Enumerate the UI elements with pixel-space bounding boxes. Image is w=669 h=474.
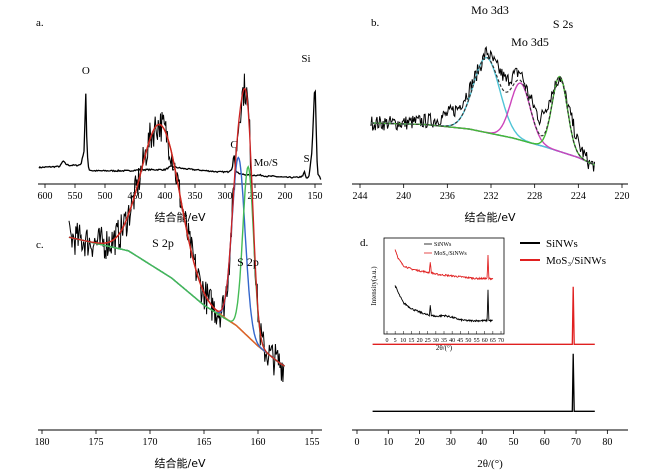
inset-tick-label: 35 — [441, 338, 447, 344]
panel-a-tick-label: 250 — [248, 191, 263, 202]
inset-series-1 — [394, 249, 494, 281]
panel-d-series-2 — [372, 353, 595, 412]
panel-c-label: c. — [36, 239, 44, 251]
panel-b-fit-1 — [370, 56, 595, 166]
panel-c-fit-3 — [68, 165, 285, 367]
panel-d-tick-label: 70 — [571, 437, 581, 448]
inset-series-2 — [394, 285, 493, 323]
panel-d-tick-label: 50 — [508, 437, 518, 448]
panel-d-tick-label: 40 — [477, 437, 487, 448]
panel-a-tick-label: 400 — [158, 191, 173, 202]
panel-c-tick-label: 155 — [305, 437, 320, 448]
panel-b-peak-label: S 2s — [553, 17, 574, 31]
panel-a-tick-label: 300 — [218, 191, 233, 202]
panel-a-tick-label: 550 — [68, 191, 83, 202]
panel-b-raw-data — [370, 45, 595, 172]
panel-a-peak-label: Si — [301, 53, 310, 65]
panel-d-tick-label: 60 — [540, 437, 550, 448]
inset-legend-label: SiNWs — [434, 242, 452, 248]
panel-a-peak-label: C — [230, 139, 237, 151]
inset-xlabel: 2θ/(°) — [436, 344, 453, 352]
panel-b-background — [370, 122, 595, 166]
inset-tick-label: 65 — [490, 338, 496, 344]
inset-tick-label: 40 — [449, 338, 455, 344]
inset-tick-label: 30 — [433, 338, 439, 344]
panel-a-tick-label: 500 — [98, 191, 113, 202]
panel-c-tick-label: 165 — [197, 437, 212, 448]
panel-b-tick-label: 228 — [527, 191, 542, 202]
panel-a-peak-label: O — [82, 65, 90, 77]
panel-a: a. 600 550 500 450 400 350 300 250 200 150 OCMo/S… — [36, 17, 323, 224]
panel-a-peak-label: S — [304, 153, 310, 165]
inset-tick-label: 55 — [474, 338, 480, 344]
panel-b-tick-label: 244 — [353, 191, 368, 202]
panel-d-tick-label: 30 — [446, 437, 456, 448]
panel-c-tick-label: 180 — [35, 437, 50, 448]
inset-tick-label: 15 — [408, 338, 414, 344]
inset-tick-label: 5 — [394, 338, 397, 344]
panel-b-label: b. — [371, 17, 380, 29]
inset-tick-label: 25 — [425, 338, 431, 344]
panel-c-envelope — [68, 87, 285, 367]
panel-d-inset: 0 5 10 15 20 25 30 35 40 45 50 55 60 65 70 SiNWs MoS₃/S… — [370, 237, 505, 352]
panel-d-tick-label: 20 — [415, 437, 425, 448]
panel-a-xlabel: 结合能/eV — [155, 210, 206, 224]
panel-c-peak-label: S 2p — [152, 236, 174, 250]
panel-a-peak-label: Mo/S — [254, 157, 278, 169]
inset-tick-label: 60 — [482, 338, 488, 344]
panel-d-series-1 — [372, 286, 595, 345]
panel-b-tick-label: 220 — [615, 191, 630, 202]
legend-label: MoS₃/SiNWs — [546, 255, 606, 267]
panel-b-tick-label: 224 — [571, 191, 586, 202]
inset-legend-label: MoS₃/SiNWs — [434, 251, 467, 257]
inset-tick-label: 50 — [465, 338, 471, 344]
panel-c-fit-1 — [68, 123, 285, 367]
panel-d-tick-label: 80 — [602, 437, 612, 448]
inset-tick-label: 70 — [498, 338, 504, 344]
panel-c-tick-label: 175 — [89, 437, 104, 448]
panel-b-peak-label: Mo 3d5 — [511, 35, 549, 49]
panel-d-xlabel: 2θ/(°) — [477, 458, 503, 470]
inset-tick-label: 0 — [386, 338, 389, 344]
inset-tick-label: 10 — [400, 338, 406, 344]
inset-ylabel: Intensity(a.u.) — [370, 266, 378, 306]
panel-b: b. 244 240 236 232 228 224 220 Mo 3d3 Mo 3d5 S 2… — [352, 3, 630, 224]
panel-b-envelope — [370, 56, 595, 166]
panel-d-label: d. — [360, 237, 369, 249]
panel-c-peak-label: S 2p — [237, 255, 259, 269]
panel-a-label: a. — [36, 17, 44, 29]
panel-b-xlabel: 结合能/eV — [465, 210, 516, 224]
panel-b-tick-label: 236 — [440, 191, 455, 202]
panel-a-tick-label: 350 — [188, 191, 203, 202]
panel-c-tick-label: 160 — [251, 437, 266, 448]
inset-tick-label: 20 — [417, 338, 423, 344]
panel-d-tick-label: 0 — [355, 437, 360, 448]
panel-a-tick-label: 200 — [278, 191, 293, 202]
panel-d-tick-label: 10 — [383, 437, 393, 448]
panel-c-raw-data — [68, 73, 285, 383]
panel-c: c. 180 175 170 165 160 155 S 2p S 2p 结合能/eV — [35, 73, 322, 470]
panel-b-tick-label: 232 — [484, 191, 499, 202]
panel-a-spectrum — [38, 89, 322, 180]
panel-b-peak-label: Mo 3d3 — [471, 3, 509, 17]
inset-tick-label: 45 — [457, 338, 463, 344]
panel-a-tick-label: 600 — [38, 191, 53, 202]
panel-c-xlabel: 结合能/eV — [155, 456, 206, 470]
inset-frame — [383, 237, 505, 335]
legend-label: SiNWs — [546, 238, 578, 250]
panel-b-tick-label: 240 — [396, 191, 411, 202]
panel-c-tick-label: 170 — [143, 437, 158, 448]
panel-a-tick-label: 150 — [308, 191, 323, 202]
